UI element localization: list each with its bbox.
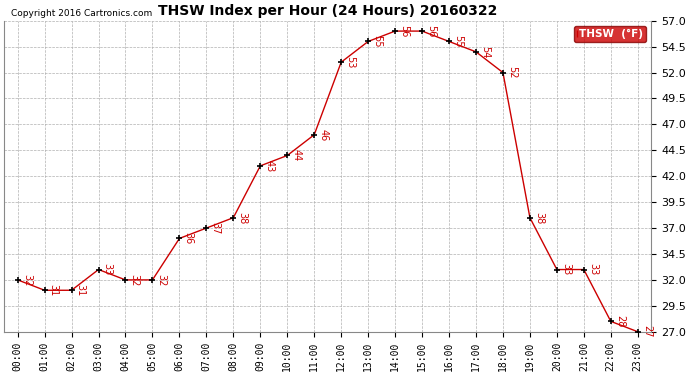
Title: THSW Index per Hour (24 Hours) 20160322: THSW Index per Hour (24 Hours) 20160322 <box>158 4 497 18</box>
Text: 55: 55 <box>453 35 463 48</box>
Text: 38: 38 <box>237 211 248 224</box>
Text: 55: 55 <box>373 35 382 48</box>
Text: 33: 33 <box>588 263 598 276</box>
Text: 28: 28 <box>615 315 625 327</box>
Text: 27: 27 <box>642 326 652 338</box>
Text: 32: 32 <box>22 274 32 286</box>
Text: 31: 31 <box>76 284 86 296</box>
Text: 56: 56 <box>426 25 436 37</box>
Text: 54: 54 <box>480 46 490 58</box>
Text: 32: 32 <box>130 274 139 286</box>
Text: 37: 37 <box>210 222 221 234</box>
Text: 36: 36 <box>184 232 194 244</box>
Text: 53: 53 <box>346 56 355 68</box>
Text: 52: 52 <box>507 66 517 79</box>
Text: 31: 31 <box>49 284 59 296</box>
Text: 32: 32 <box>157 274 166 286</box>
Text: 56: 56 <box>400 25 409 37</box>
Text: 33: 33 <box>561 263 571 276</box>
Text: 33: 33 <box>103 263 112 276</box>
Legend: THSW  (°F): THSW (°F) <box>573 26 646 42</box>
Text: 44: 44 <box>291 149 302 162</box>
Text: Copyright 2016 Cartronics.com: Copyright 2016 Cartronics.com <box>10 9 152 18</box>
Text: 43: 43 <box>264 160 275 172</box>
Text: 46: 46 <box>318 129 328 141</box>
Text: 38: 38 <box>534 211 544 224</box>
